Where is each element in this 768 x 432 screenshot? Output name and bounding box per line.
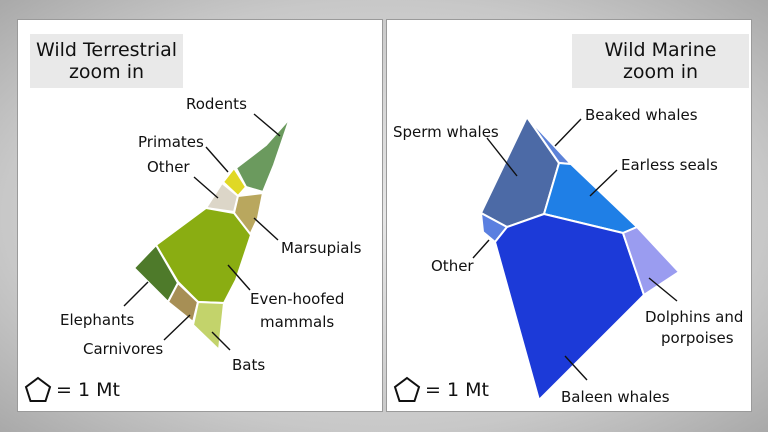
pentagon-icon: [24, 376, 52, 402]
leader-beaked-whales: [554, 118, 582, 147]
label-marsupials: Marsupials: [281, 239, 362, 257]
cell-marsupials: [233, 192, 264, 236]
label-sperm-whales: Sperm whales: [393, 123, 499, 141]
leader-baleen-whales: [564, 355, 588, 381]
cell-dolphins: [622, 226, 680, 296]
terrestrial-title-line1: Wild Terrestrial: [36, 39, 178, 61]
label-even-hoofed-1: Even-hoofed: [250, 290, 344, 308]
terrestrial-title-line2: zoom in: [68, 61, 145, 83]
leader-marsupials: [253, 217, 279, 241]
label-baleen-whales: Baleen whales: [561, 388, 670, 406]
label-beaked-whales: Beaked whales: [585, 106, 698, 124]
leader-dolphins: [648, 277, 678, 302]
label-primates: Primates: [138, 133, 204, 151]
marine-title-line1: Wild Marine: [604, 39, 717, 61]
cell-rodents: [235, 117, 291, 193]
label-even-hoofed-2: mammals: [260, 313, 334, 331]
leader-rodents: [253, 113, 281, 137]
label-other: Other: [431, 257, 474, 275]
label-carnivores: Carnivores: [83, 340, 163, 358]
leader-other: [472, 239, 490, 259]
marine-title-line2: zoom in: [622, 61, 699, 83]
terrestrial-scale-text: = 1 Mt: [56, 379, 120, 401]
cell-baleen-whales: [494, 213, 645, 401]
leader-carnivores: [163, 314, 191, 341]
leader-other: [193, 176, 219, 199]
label-other: Other: [147, 158, 190, 176]
leader-bats: [211, 331, 231, 351]
pentagon-icon: [393, 376, 421, 402]
label-dolphins-2: porpoises: [661, 329, 734, 347]
leader-earless-seals: [589, 169, 618, 197]
leader-even-hoofed: [227, 264, 251, 291]
cell-bats: [192, 301, 225, 351]
leader-sperm-whales: [486, 137, 518, 177]
marine-scale-text: = 1 Mt: [425, 379, 489, 401]
label-earless-seals: Earless seals: [621, 156, 718, 174]
label-rodents: Rodents: [186, 95, 247, 113]
marine-scale: = 1 Mt: [393, 376, 489, 404]
leader-primates: [205, 146, 229, 173]
marine-voronoi: Sperm whales Beaked whales Earless seals…: [393, 106, 743, 406]
label-bats: Bats: [232, 356, 265, 374]
terrestrial-title: Wild Terrestrial zoom in: [30, 34, 184, 88]
terrestrial-panel: Wild Terrestrial zoom in Rodents Primate…: [17, 19, 383, 412]
label-elephants: Elephants: [60, 311, 134, 329]
terrestrial-scale: = 1 Mt: [24, 376, 120, 404]
leader-elephants: [123, 281, 149, 307]
terrestrial-voronoi: Rodents Primates Other Marsupials Even-h…: [60, 95, 362, 374]
label-dolphins-1: Dolphins and: [645, 308, 743, 326]
marine-panel: Wild Marine zoom in Sperm whales Beaked …: [386, 19, 752, 412]
marine-title: Wild Marine zoom in: [572, 34, 749, 88]
